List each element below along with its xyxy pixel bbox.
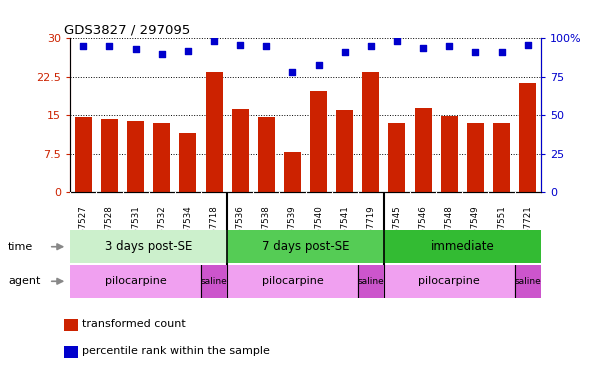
- Text: percentile rank within the sample: percentile rank within the sample: [82, 346, 270, 356]
- Bar: [310, 91, 327, 192]
- Text: GSM367527: GSM367527: [79, 205, 88, 258]
- Text: GSM367721: GSM367721: [523, 205, 532, 258]
- Text: GSM367534: GSM367534: [183, 205, 192, 258]
- Point: [313, 61, 323, 68]
- Bar: [75, 117, 92, 192]
- Bar: [467, 123, 484, 192]
- Bar: [493, 123, 510, 192]
- Bar: [70, 265, 201, 298]
- Text: immediate: immediate: [430, 240, 494, 253]
- Text: GSM367718: GSM367718: [210, 205, 219, 258]
- Point: [419, 45, 428, 51]
- Text: GDS3827 / 297095: GDS3827 / 297095: [64, 23, 191, 36]
- Point: [444, 43, 454, 49]
- Bar: [441, 116, 458, 192]
- Bar: [201, 265, 227, 298]
- Bar: [384, 230, 541, 263]
- Text: GSM367549: GSM367549: [471, 205, 480, 258]
- Text: GSM367532: GSM367532: [157, 205, 166, 258]
- Text: GSM367541: GSM367541: [340, 205, 349, 258]
- Text: GSM367540: GSM367540: [314, 205, 323, 258]
- Point: [497, 49, 507, 55]
- Bar: [362, 72, 379, 192]
- Text: GSM367548: GSM367548: [445, 205, 454, 258]
- Point: [288, 69, 298, 75]
- Text: GSM367536: GSM367536: [236, 205, 244, 258]
- Bar: [153, 123, 170, 192]
- Bar: [180, 133, 196, 192]
- Bar: [232, 109, 249, 192]
- Bar: [415, 108, 431, 192]
- Text: GSM367531: GSM367531: [131, 205, 140, 258]
- Bar: [101, 119, 118, 192]
- Text: agent: agent: [8, 276, 40, 286]
- Text: saline: saline: [357, 277, 384, 286]
- Text: saline: saline: [514, 277, 541, 286]
- Point: [157, 51, 167, 57]
- Point: [392, 38, 402, 45]
- Text: pilocarpine: pilocarpine: [104, 276, 166, 286]
- Bar: [127, 121, 144, 192]
- Point: [104, 43, 114, 49]
- Text: GSM367539: GSM367539: [288, 205, 297, 258]
- Bar: [519, 83, 536, 192]
- Text: GSM367545: GSM367545: [392, 205, 401, 258]
- Bar: [284, 152, 301, 192]
- Text: 7 days post-SE: 7 days post-SE: [262, 240, 349, 253]
- Text: GSM367719: GSM367719: [367, 205, 375, 258]
- Text: 3 days post-SE: 3 days post-SE: [105, 240, 192, 253]
- Bar: [205, 72, 222, 192]
- Point: [523, 41, 533, 48]
- Point: [262, 43, 271, 49]
- Point: [209, 38, 219, 45]
- Point: [470, 49, 480, 55]
- Bar: [227, 230, 384, 263]
- Text: GSM367546: GSM367546: [419, 205, 428, 258]
- Bar: [358, 265, 384, 298]
- Bar: [336, 109, 353, 192]
- Text: transformed count: transformed count: [82, 319, 186, 329]
- Text: time: time: [8, 242, 33, 252]
- Point: [183, 48, 193, 54]
- Text: GSM367528: GSM367528: [105, 205, 114, 258]
- Bar: [389, 123, 406, 192]
- Bar: [384, 265, 514, 298]
- Bar: [514, 265, 541, 298]
- Text: GSM367538: GSM367538: [262, 205, 271, 258]
- Text: pilocarpine: pilocarpine: [262, 276, 323, 286]
- Point: [78, 43, 88, 49]
- Point: [366, 43, 376, 49]
- Text: GSM367551: GSM367551: [497, 205, 506, 258]
- Point: [131, 46, 141, 52]
- Text: pilocarpine: pilocarpine: [419, 276, 480, 286]
- Bar: [258, 117, 275, 192]
- Point: [235, 41, 245, 48]
- Bar: [227, 265, 358, 298]
- Bar: [70, 230, 227, 263]
- Point: [340, 49, 349, 55]
- Text: saline: saline: [200, 277, 227, 286]
